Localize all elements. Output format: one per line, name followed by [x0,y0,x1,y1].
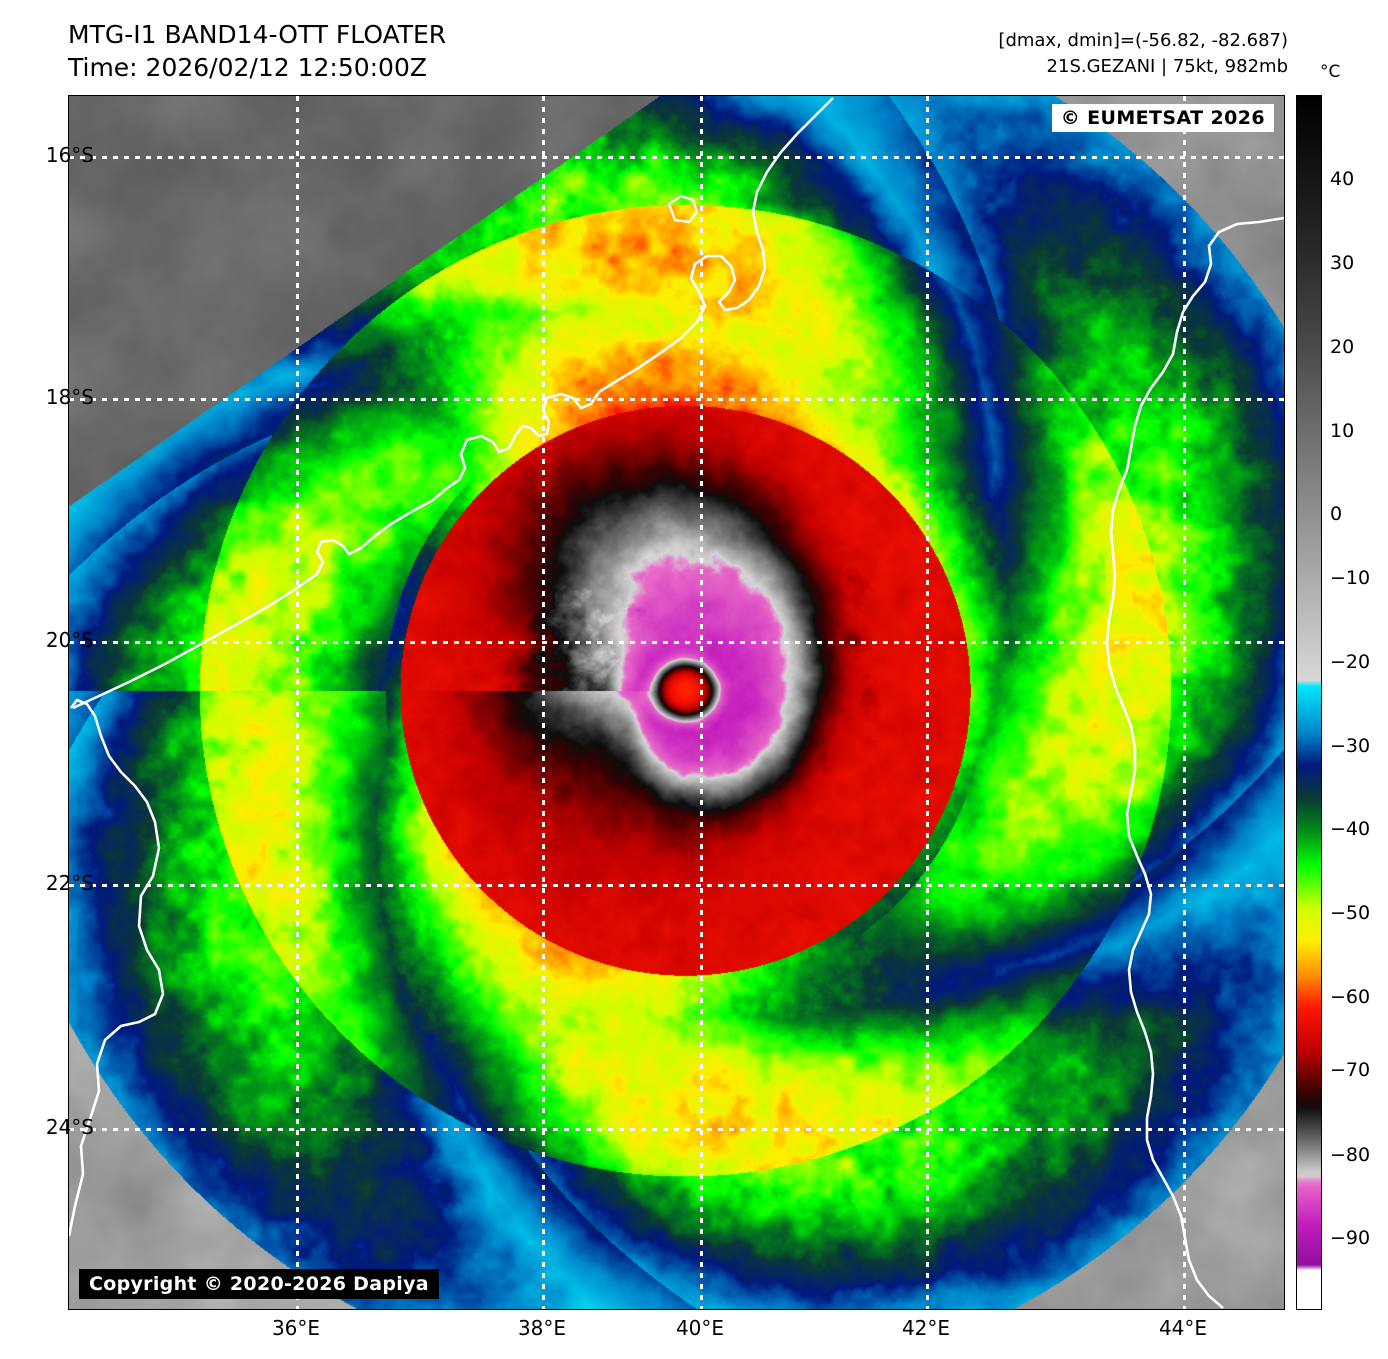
cbtick-m50: −50 [1330,902,1371,924]
cbtick-30: 30 [1330,252,1355,274]
ytick-16S: 16°S [45,143,94,167]
xtick-36E: 36°E [271,1316,321,1340]
eumetsat-watermark: © EUMETSAT 2026 [1051,104,1274,132]
cbtick-m80: −80 [1330,1144,1371,1166]
title-block: MTG-I1 BAND14-OTT FLOATER Time: 2026/02/… [68,18,446,84]
colorbar-gradient [1297,96,1321,1309]
timestamp-label: Time: 2026/02/12 12:50:00Z [68,53,427,82]
cbtick-m10: −10 [1330,567,1371,589]
cbtick-10: 10 [1330,420,1355,442]
ytick-22S: 22°S [45,871,94,895]
cbtick-0: 0 [1330,503,1343,525]
cbtick-m20: −20 [1330,651,1371,673]
copyright-watermark: Copyright © 2020-2026 Dapiya [79,1269,439,1299]
coastline-overlay [69,97,1284,1309]
page-title: MTG-I1 BAND14-OTT FLOATER [68,20,447,49]
ytick-20S: 20°S [45,628,94,652]
storm-info-label: 21S.GEZANI | 75kt, 982mb [1046,56,1288,77]
xtick-42E: 42°E [901,1316,951,1340]
xtick-40E: 40°E [675,1316,725,1340]
xtick-44E: 44°E [1158,1316,1208,1340]
metadata-block: [dmax, dmin]=(-56.82, -82.687) 21S.GEZAN… [998,28,1288,80]
cbtick-m30: −30 [1330,735,1371,757]
cbtick-m90: −90 [1330,1227,1371,1249]
colorbar-unit-label: °C [1320,62,1341,82]
xtick-38E: 38°E [517,1316,567,1340]
temperature-colorbar[interactable] [1296,95,1322,1310]
cbtick-m60: −60 [1330,986,1371,1008]
plot-inner: © EUMETSAT 2026 Copyright © 2020-2026 Da… [69,96,1284,1309]
satellite-image-plot[interactable]: © EUMETSAT 2026 Copyright © 2020-2026 Da… [68,95,1285,1310]
infrared-satellite-canvas [69,96,1284,1309]
ytick-24S: 24°S [45,1115,94,1139]
cbtick-20: 20 [1330,336,1355,358]
dminmax-label: [dmax, dmin]=(-56.82, -82.687) [998,30,1288,51]
cbtick-m40: −40 [1330,818,1371,840]
cbtick-m70: −70 [1330,1059,1371,1081]
cbtick-40: 40 [1330,168,1355,190]
ytick-18S: 18°S [45,385,94,409]
